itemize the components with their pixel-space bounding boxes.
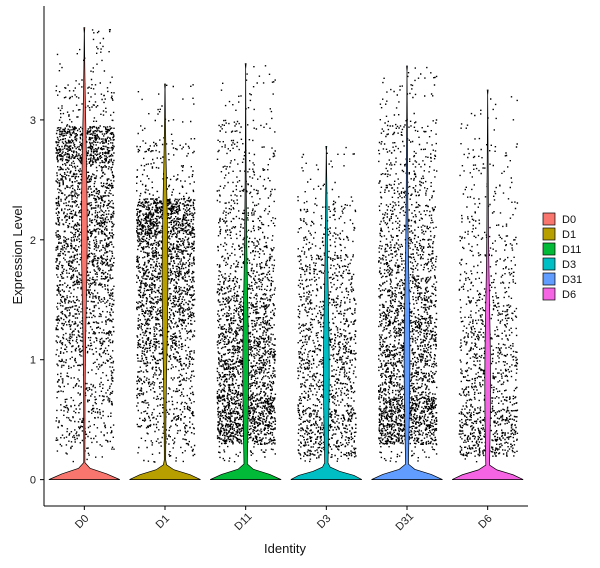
- legend-label-d0: D0: [562, 214, 576, 226]
- y-tick-label: 1: [30, 355, 36, 367]
- x-tick-label: D0: [73, 513, 91, 531]
- jitter-points-d3: [297, 146, 357, 463]
- legend-label-d31: D31: [562, 274, 582, 286]
- violins: [48, 27, 524, 480]
- legend-swatch-d0: [542, 212, 556, 226]
- violin-d3: [290, 145, 362, 480]
- legend-swatch-d6: [542, 287, 556, 301]
- violin-d0: [48, 27, 120, 480]
- points-d0: [55, 29, 115, 463]
- legend-swatch-d11: [542, 242, 556, 256]
- x-tick-label: D6: [476, 513, 494, 531]
- legend-label-d1: D1: [562, 229, 576, 241]
- legend-label-d3: D3: [562, 259, 576, 271]
- y-tick-label: 0: [30, 475, 36, 487]
- points-d11: [216, 65, 277, 463]
- y-axis-title: Expression Level: [10, 205, 25, 304]
- x-axis-title: Identity: [264, 541, 306, 556]
- y-tick-label: 3: [30, 115, 36, 127]
- legend-swatch-d1: [542, 227, 556, 241]
- violin-d1: [129, 83, 201, 480]
- violin-d6: [452, 89, 524, 480]
- jitter-points-d11: [216, 65, 277, 463]
- points-d3: [297, 146, 357, 463]
- points-d6: [458, 96, 519, 463]
- legend: D0 D1 D11 D3 D31 D6: [542, 212, 582, 301]
- legend-swatch-d31: [542, 272, 556, 286]
- jitter-points-d6: [458, 96, 519, 463]
- y-tick-label: 2: [30, 235, 36, 247]
- x-tick-label: D3: [315, 513, 333, 531]
- jitter-points-d0: [55, 29, 115, 463]
- legend-swatch-d3: [542, 257, 556, 271]
- legend-label-d6: D6: [562, 289, 576, 301]
- legend-label-d11: D11: [562, 244, 581, 256]
- x-tick-label: D31: [393, 510, 416, 533]
- jitter-points-d31: [378, 66, 438, 463]
- points-d31: [378, 66, 438, 463]
- jitter-points: [55, 29, 519, 463]
- violin-d11: [210, 63, 282, 480]
- x-tick-label: D1: [154, 513, 172, 531]
- axes: 0 1 2 3 D0 D1 D11 D3 D31 D6: [30, 6, 528, 533]
- x-tick-label: D11: [232, 511, 254, 533]
- violin-d31: [371, 65, 443, 480]
